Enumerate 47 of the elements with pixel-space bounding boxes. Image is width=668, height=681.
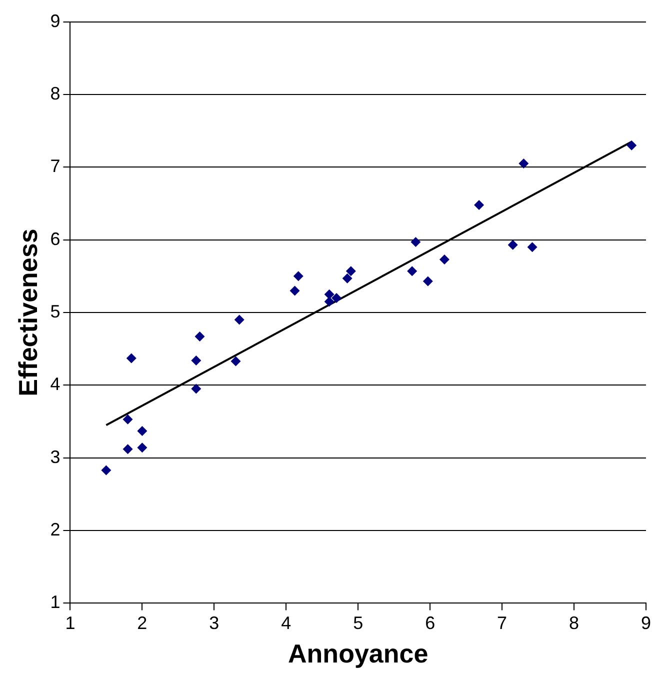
y-tick-label: 3 [50, 446, 60, 467]
point [194, 331, 205, 342]
point [342, 273, 352, 284]
point [410, 237, 421, 248]
point [137, 442, 148, 453]
x-tick-label: 2 [137, 612, 148, 633]
x-tick-label: 6 [425, 612, 436, 633]
point [407, 266, 418, 276]
x-axis-title: Annoyance [288, 638, 428, 669]
point [191, 384, 202, 394]
point [126, 353, 136, 364]
point [324, 289, 334, 300]
y-tick-label: 7 [50, 156, 60, 176]
x-tick-label: 7 [497, 612, 508, 633]
y-tick-label: 1 [50, 592, 60, 612]
point [290, 286, 300, 296]
y-tick-label: 6 [50, 228, 60, 249]
point [346, 266, 356, 276]
y-tick-label: 2 [50, 519, 60, 540]
point [527, 242, 538, 252]
x-tick-label: 3 [209, 612, 220, 633]
point [332, 292, 342, 303]
point [508, 240, 518, 250]
point [234, 314, 244, 325]
point [293, 271, 304, 282]
y-axis-title: Effectiveness [12, 228, 43, 396]
point [324, 296, 334, 307]
point [439, 254, 450, 264]
point [191, 355, 202, 366]
point [474, 200, 484, 210]
point [518, 158, 529, 169]
x-tick-label: 8 [569, 612, 580, 633]
y-tick-label: 5 [50, 301, 60, 322]
point [101, 465, 112, 476]
y-tick-label: 4 [50, 374, 60, 394]
point [137, 426, 148, 436]
point [122, 414, 133, 424]
x-tick-label: 9 [640, 612, 652, 633]
x-tick-label: 4 [281, 612, 292, 633]
x-tick-label: 5 [353, 612, 364, 633]
point [626, 140, 637, 150]
point [422, 276, 433, 286]
y-tick-label: 9 [50, 10, 60, 31]
x-tick-label: 1 [65, 612, 76, 633]
point [122, 444, 133, 454]
y-tick-label: 8 [50, 83, 60, 104]
point [230, 356, 241, 366]
